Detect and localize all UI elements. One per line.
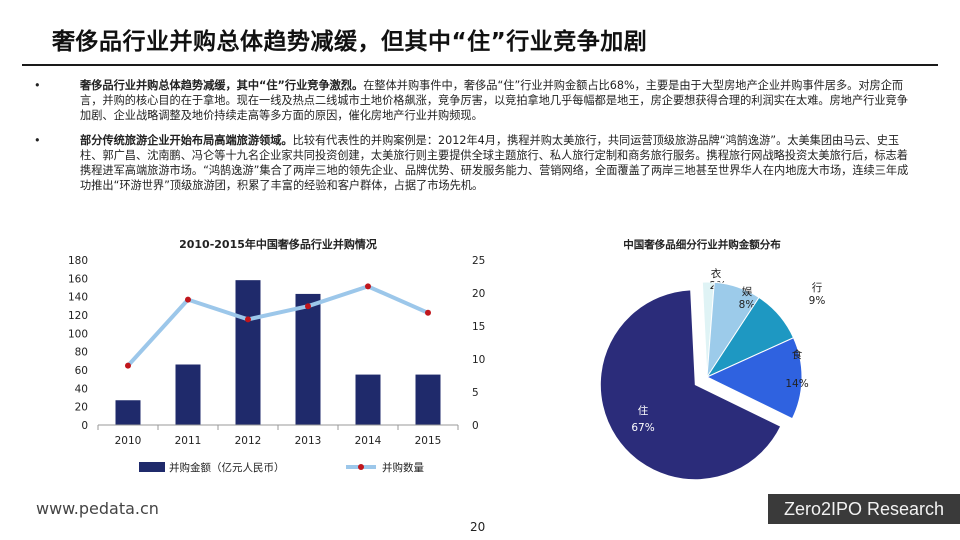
- y-right-tick-label: 10: [472, 354, 485, 366]
- footer-url[interactable]: www.pedata.cn: [36, 499, 159, 518]
- legend-marker-quantity: [358, 464, 364, 470]
- page-number: 20: [470, 520, 486, 534]
- brand-logo: Zero2IPO Research: [768, 494, 960, 524]
- page-title: 奢侈品行业并购总体趋势减缓，但其中“住”行业竞争加剧: [52, 29, 648, 55]
- pie-label: 行: [812, 281, 823, 294]
- line-series-quantity: [126, 284, 429, 367]
- bullet-text: 在整体并购事件中，奢侈品“住”行业并购金额占比68%，主要是由于大型房地产企业并…: [80, 79, 908, 122]
- line-point-2014: [365, 283, 371, 290]
- legend-label-amount: 并购金额（亿元人民币）: [169, 461, 285, 474]
- y-left-tick-label: 180: [68, 255, 88, 267]
- y-left-tick-label: 140: [68, 292, 88, 304]
- line-point-2010: [125, 362, 131, 369]
- pie-slice-食: [705, 337, 803, 420]
- y-right-tick-label: 5: [472, 387, 479, 399]
- x-tick-label: 2010: [115, 435, 142, 447]
- pie-percent: 8%: [739, 299, 756, 311]
- y-left-tick-label: 100: [68, 328, 88, 340]
- bullet-text: 比较有代表性的并购案例是：2012年4月，携程并购太美旅行，共同运营顶级旅游品牌…: [80, 134, 909, 192]
- line-point-2012: [245, 316, 251, 323]
- y-left-tick-label: 0: [81, 420, 88, 432]
- y-right-tick-label: 0: [472, 420, 479, 432]
- line-point-2015: [425, 309, 431, 316]
- bullet-item: • 部分传统旅游企业开始布局高端旅游领域。比较有代表性的并购案例是：2012年4…: [30, 133, 915, 193]
- bullet-lead: 部分传统旅游企业开始布局高端旅游领域。: [80, 134, 293, 147]
- bullet-item: • 奢侈品行业并购总体趋势减缓，其中“住”行业竞争激烈。在整体并购事件中，奢侈品…: [30, 78, 915, 123]
- pie-percent: 9%: [809, 295, 826, 307]
- combo-chart: 2010-2015年中国奢侈品行业并购情况0204060801001201401…: [68, 237, 485, 474]
- x-tick-label: 2013: [295, 435, 322, 447]
- title-divider: [22, 64, 938, 66]
- legend-swatch-amount: [139, 462, 165, 472]
- y-left-tick-label: 120: [68, 310, 88, 322]
- x-tick-label: 2012: [235, 435, 262, 447]
- y-right-tick-label: 15: [472, 321, 485, 333]
- y-right-tick-label: 25: [472, 255, 485, 267]
- pie-title: 中国奢侈品细分行业并购金额分布: [623, 238, 781, 251]
- bullet-marker: •: [34, 79, 41, 92]
- bar-2011: [175, 364, 201, 425]
- pie-label: 衣: [711, 267, 722, 280]
- y-left-tick-label: 80: [75, 347, 88, 359]
- x-tick-label: 2015: [415, 435, 442, 447]
- bar-2012: [235, 280, 261, 425]
- x-tick-label: 2011: [175, 435, 202, 447]
- pie-label: 住: [638, 404, 649, 417]
- bar-2014: [355, 374, 381, 425]
- bullet-marker: •: [34, 134, 41, 147]
- x-tick-label: 2014: [355, 435, 382, 447]
- pie-label: 食: [792, 348, 803, 361]
- pie-percent: 67%: [631, 422, 654, 434]
- bullet-list: • 奢侈品行业并购总体趋势减缓，其中“住”行业竞争激烈。在整体并购事件中，奢侈品…: [30, 78, 915, 203]
- y-left-tick-label: 20: [75, 402, 88, 414]
- pie-slice-住: [599, 289, 782, 481]
- bar-2015: [415, 374, 441, 425]
- chart-title: 2010-2015年中国奢侈品行业并购情况: [179, 237, 377, 251]
- legend-label-quantity: 并购数量: [382, 461, 424, 474]
- bullet-lead: 奢侈品行业并购总体趋势减缓，其中“住”行业竞争激烈。: [80, 79, 364, 92]
- y-left-tick-label: 40: [75, 383, 88, 395]
- bar-2013: [295, 293, 321, 425]
- y-left-tick-label: 60: [75, 365, 88, 377]
- pie-label: 娱: [742, 285, 753, 298]
- y-right-tick-label: 20: [472, 288, 485, 300]
- line-point-2011: [185, 296, 191, 303]
- pie-percent: 14%: [785, 378, 808, 390]
- bar-2010: [115, 400, 141, 425]
- y-left-tick-label: 160: [68, 273, 88, 285]
- line-point-2013: [305, 303, 311, 310]
